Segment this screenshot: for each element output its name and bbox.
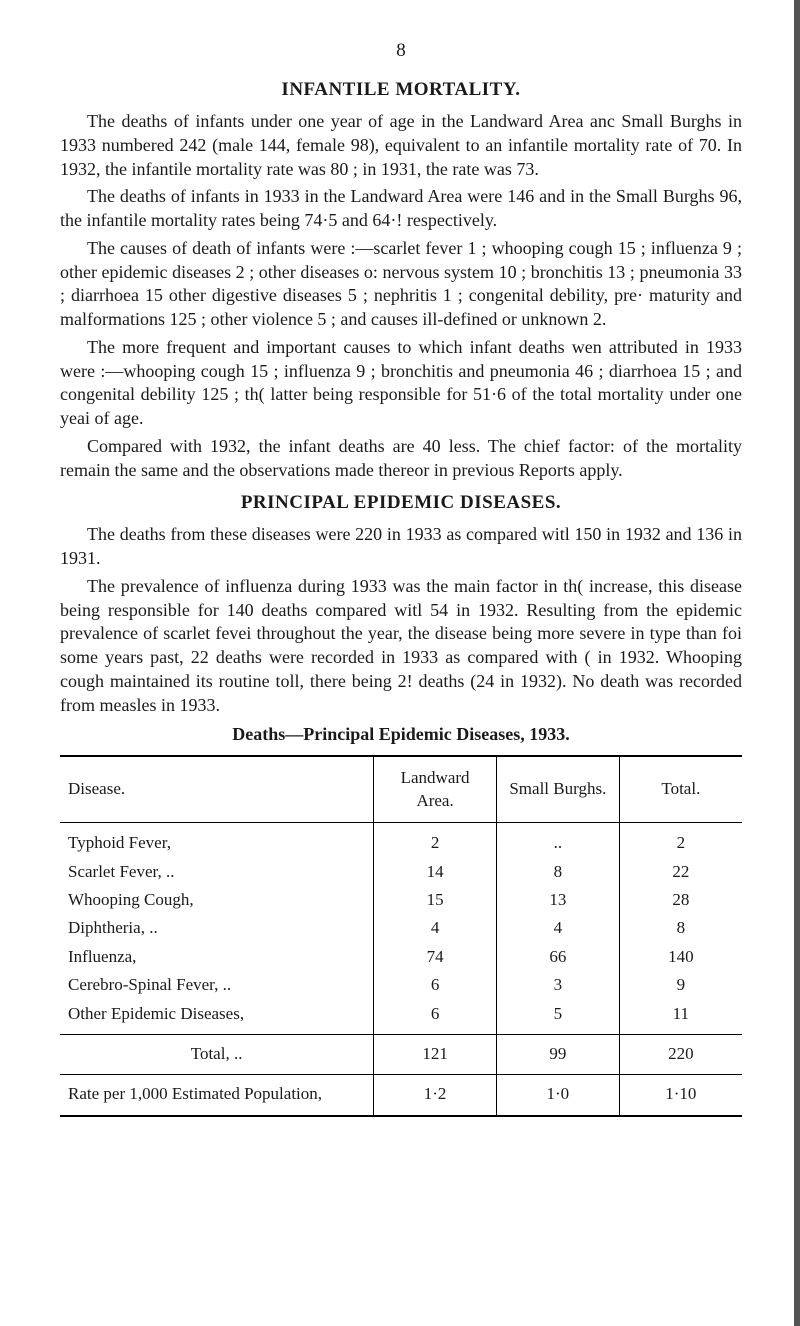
table-total-row: Total, .. 121 99 220 xyxy=(60,1035,742,1074)
cell-total: 22 xyxy=(619,858,742,886)
table-row: Influenza, 74 66 140 xyxy=(60,943,742,971)
cell-total-small: 99 xyxy=(496,1035,619,1074)
cell-total-landward: 121 xyxy=(374,1035,497,1074)
cell-small: 4 xyxy=(496,914,619,942)
table-header-row: Disease. Landward Area. Small Burghs. To… xyxy=(60,756,742,822)
table-row: Cerebro-Spinal Fever, .. 6 3 9 xyxy=(60,971,742,999)
cell-small: 66 xyxy=(496,943,619,971)
table-row: Diphtheria, .. 4 4 8 xyxy=(60,914,742,942)
paragraph: The deaths of infants under one year of … xyxy=(60,110,742,181)
cell-landward: 4 xyxy=(374,914,497,942)
cell-disease: Diphtheria, .. xyxy=(60,914,374,942)
cell-landward: 15 xyxy=(374,886,497,914)
cell-total-label: Total, .. xyxy=(60,1035,374,1074)
table-row: Scarlet Fever, .. 14 8 22 xyxy=(60,858,742,886)
cell-landward: 14 xyxy=(374,858,497,886)
col-header-total: Total. xyxy=(619,756,742,822)
cell-small: .. xyxy=(496,829,619,857)
cell-small: 13 xyxy=(496,886,619,914)
cell-rate-total: 1·10 xyxy=(619,1074,742,1116)
cell-disease: Other Epidemic Diseases, xyxy=(60,1000,374,1028)
cell-landward: 74 xyxy=(374,943,497,971)
cell-small: 3 xyxy=(496,971,619,999)
paragraph: The deaths from these diseases were 220 … xyxy=(60,523,742,571)
page-number: 8 xyxy=(60,38,742,63)
cell-total: 8 xyxy=(619,914,742,942)
col-header-disease: Disease. xyxy=(60,756,374,822)
cell-total: 11 xyxy=(619,1000,742,1028)
cell-disease: Scarlet Fever, .. xyxy=(60,858,374,886)
cell-landward: 6 xyxy=(374,971,497,999)
cell-landward: 6 xyxy=(374,1000,497,1028)
table-row: Typhoid Fever, 2 .. 2 xyxy=(60,829,742,857)
cell-rate-landward: 1·2 xyxy=(374,1074,497,1116)
paragraph: The prevalence of influenza during 1933 … xyxy=(60,575,742,718)
cell-disease: Cerebro-Spinal Fever, .. xyxy=(60,971,374,999)
cell-rate-small: 1·0 xyxy=(496,1074,619,1116)
cell-total: 9 xyxy=(619,971,742,999)
cell-total-total: 220 xyxy=(619,1035,742,1074)
document-page: 8 INFANTILE MORTALITY. The deaths of inf… xyxy=(0,0,800,1326)
table-row: Whooping Cough, 15 13 28 xyxy=(60,886,742,914)
section-title-epidemic: PRINCIPAL EPIDEMIC DISEASES. xyxy=(60,490,742,515)
paragraph: The deaths of infants in 1933 in the Lan… xyxy=(60,185,742,233)
cell-disease: Typhoid Fever, xyxy=(60,829,374,857)
table-rate-row: Rate per 1,000 Estimated Population, 1·2… xyxy=(60,1074,742,1116)
cell-total: 2 xyxy=(619,829,742,857)
cell-rate-label: Rate per 1,000 Estimated Population, xyxy=(60,1074,374,1116)
cell-small: 8 xyxy=(496,858,619,886)
section-title-infantile: INFANTILE MORTALITY. xyxy=(60,77,742,102)
paragraph: The more frequent and important causes t… xyxy=(60,336,742,431)
cell-small: 5 xyxy=(496,1000,619,1028)
col-header-small-burghs: Small Burghs. xyxy=(496,756,619,822)
cell-disease: Whooping Cough, xyxy=(60,886,374,914)
cell-total: 28 xyxy=(619,886,742,914)
table-caption: Deaths—Principal Epidemic Diseases, 1933… xyxy=(60,723,742,747)
cell-total: 140 xyxy=(619,943,742,971)
deaths-table: Disease. Landward Area. Small Burghs. To… xyxy=(60,755,742,1117)
paragraph: The causes of death of infants were :—sc… xyxy=(60,237,742,332)
col-header-landward: Landward Area. xyxy=(374,756,497,822)
cell-landward: 2 xyxy=(374,829,497,857)
table-row: Other Epidemic Diseases, 6 5 11 xyxy=(60,1000,742,1028)
cell-disease: Influenza, xyxy=(60,943,374,971)
paragraph: Compared with 1932, the infant deaths ar… xyxy=(60,435,742,483)
